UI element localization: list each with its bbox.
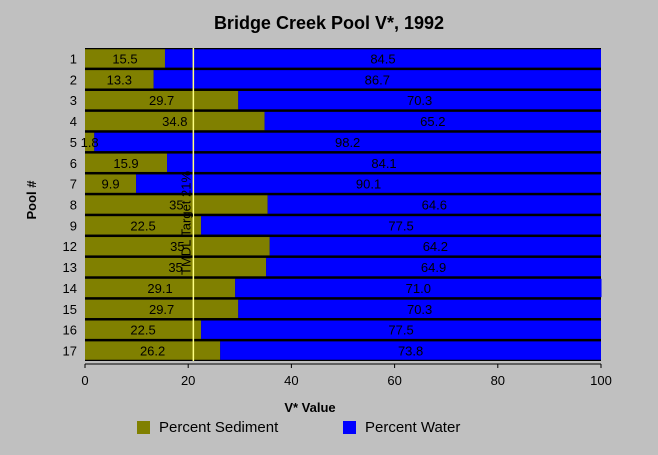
bar-label-sediment-pool-9: 22.5 [130, 218, 155, 233]
bar-label-sediment-pool-1: 15.5 [112, 51, 137, 66]
bar-label-water-pool-4: 65.2 [420, 114, 445, 129]
bar-labels-group: 15.5 84.5 13.3 86.7 29.7 70.3 34.8 65.2 1.8 98.2 1… [81, 51, 448, 358]
bar-sediment-pool-6 [85, 153, 168, 172]
y-tick-label-pool-14: 14 [63, 281, 77, 296]
bars-group [85, 49, 602, 360]
y-tick-label-pool-5: 5 [70, 135, 77, 150]
x-tick-label-60: 60 [387, 373, 401, 388]
bar-label-water-pool-7: 90.1 [356, 177, 381, 192]
bar-label-water-pool-16: 77.5 [388, 323, 413, 338]
bar-sediment-pool-16 [85, 320, 202, 339]
legend-label-sediment: Percent Sediment [159, 419, 279, 436]
bar-water-pool-12 [269, 237, 601, 256]
bar-label-sediment-pool-12: 35 [170, 239, 184, 254]
bar-water-pool-15 [238, 299, 601, 319]
bar-sediment-pool-2 [85, 70, 154, 89]
y-tick-label-pool-13: 13 [63, 260, 77, 275]
bar-label-water-pool-5: 98.2 [335, 135, 360, 150]
legend-swatch-sediment [137, 421, 150, 434]
bar-water-pool-6 [167, 153, 601, 172]
y-tick-label-pool-2: 2 [70, 72, 77, 87]
bar-sediment-pool-12 [85, 237, 270, 256]
bar-label-sediment-pool-3: 29.7 [149, 93, 174, 108]
y-tick-label-pool-6: 6 [70, 156, 77, 171]
target-line-group: TMDL Target 21% [178, 48, 195, 361]
bar-label-water-pool-8: 64.6 [422, 198, 447, 213]
bar-sediment-pool-9 [85, 216, 202, 235]
bar-label-water-pool-3: 70.3 [407, 93, 432, 108]
bar-water-pool-3 [238, 90, 601, 110]
bar-water-pool-5 [94, 132, 602, 152]
legend-item-water: Percent Water [343, 419, 460, 436]
bar-label-water-pool-2: 86.7 [365, 72, 390, 87]
bar-sediment-pool-3 [85, 90, 239, 110]
y-tick-label-pool-17: 17 [63, 344, 77, 359]
y-tick-label-pool-15: 15 [63, 302, 77, 317]
legend-item-sediment: Percent Sediment [137, 419, 278, 436]
bar-sediment-pool-13 [85, 257, 267, 277]
bar-sediment-pool-4 [85, 111, 265, 131]
x-tick-label-40: 40 [284, 373, 298, 388]
bar-label-sediment-pool-17: 26.2 [140, 344, 165, 359]
bar-water-pool-16 [201, 320, 601, 339]
bar-label-sediment-pool-8: 35 [169, 198, 183, 213]
bar-water-pool-9 [201, 216, 601, 235]
target-line-label: TMDL Target 21% [178, 171, 193, 275]
x-tick-labels: 0 20 40 60 80 100 [81, 363, 612, 388]
bar-label-water-pool-13: 64.9 [421, 260, 446, 275]
y-axis-title: Pool # [24, 180, 39, 220]
bar-label-sediment-pool-5: 1.8 [81, 135, 99, 150]
bar-label-sediment-pool-7: 9.9 [102, 177, 120, 192]
bar-water-pool-8 [267, 195, 601, 214]
y-tick-label-pool-1: 1 [70, 51, 77, 66]
bar-water-pool-13 [266, 257, 601, 277]
y-tick-label-pool-9: 9 [70, 218, 77, 233]
bar-label-sediment-pool-4: 34.8 [162, 114, 187, 129]
bar-label-water-pool-12: 64.2 [423, 239, 448, 254]
y-tick-label-pool-8: 8 [70, 198, 77, 213]
bar-sediment-pool-5 [85, 132, 95, 152]
x-tick-label-20: 20 [181, 373, 195, 388]
bar-label-sediment-pool-16: 22.5 [130, 323, 155, 338]
bar-water-pool-2 [153, 70, 602, 89]
bar-sediment-pool-15 [85, 299, 239, 319]
bar-label-water-pool-15: 70.3 [407, 302, 432, 317]
bar-label-water-pool-9: 77.5 [388, 218, 413, 233]
bar-sediment-pool-8 [85, 195, 268, 214]
chart-title: Bridge Creek Pool V*, 1992 [213, 13, 445, 33]
bar-label-sediment-pool-2: 13.3 [107, 72, 132, 87]
bar-water-pool-7 [136, 174, 602, 193]
bar-water-pool-1 [164, 49, 602, 68]
x-axis-title: V* Value [284, 400, 335, 415]
x-tick-label-80: 80 [491, 373, 505, 388]
bar-label-water-pool-14: 71.0 [406, 281, 431, 296]
y-tick-label-pool-16: 16 [63, 323, 77, 338]
bar-label-sediment-pool-14: 29.1 [147, 281, 172, 296]
bar-sediment-pool-17 [85, 341, 221, 360]
bar-sediment-pool-1 [85, 49, 165, 68]
bar-water-pool-17 [220, 341, 601, 360]
bar-sediment-pool-7 [85, 174, 137, 193]
bar-sediment-pool-14 [85, 278, 236, 298]
legend-swatch-water [343, 421, 356, 434]
bar-label-sediment-pool-13: 35 [168, 260, 182, 275]
y-tick-label-pool-4: 4 [70, 114, 77, 129]
y-tick-label-pool-12: 12 [63, 239, 77, 254]
bar-water-pool-14 [235, 278, 602, 298]
bar-label-sediment-pool-6: 15.9 [113, 156, 138, 171]
bar-label-water-pool-17: 73.8 [398, 344, 423, 359]
bar-label-water-pool-6: 84.1 [371, 156, 396, 171]
y-tick-label-pool-3: 3 [70, 93, 77, 108]
legend-label-water: Percent Water [365, 419, 461, 436]
bar-water-pool-4 [264, 111, 601, 131]
bar-label-water-pool-1: 84.5 [370, 51, 395, 66]
bar-label-sediment-pool-15: 29.7 [149, 302, 174, 317]
y-tick-label-pool-7: 7 [70, 177, 77, 192]
x-tick-label-100: 100 [590, 373, 612, 388]
x-tick-label-0: 0 [81, 373, 88, 388]
